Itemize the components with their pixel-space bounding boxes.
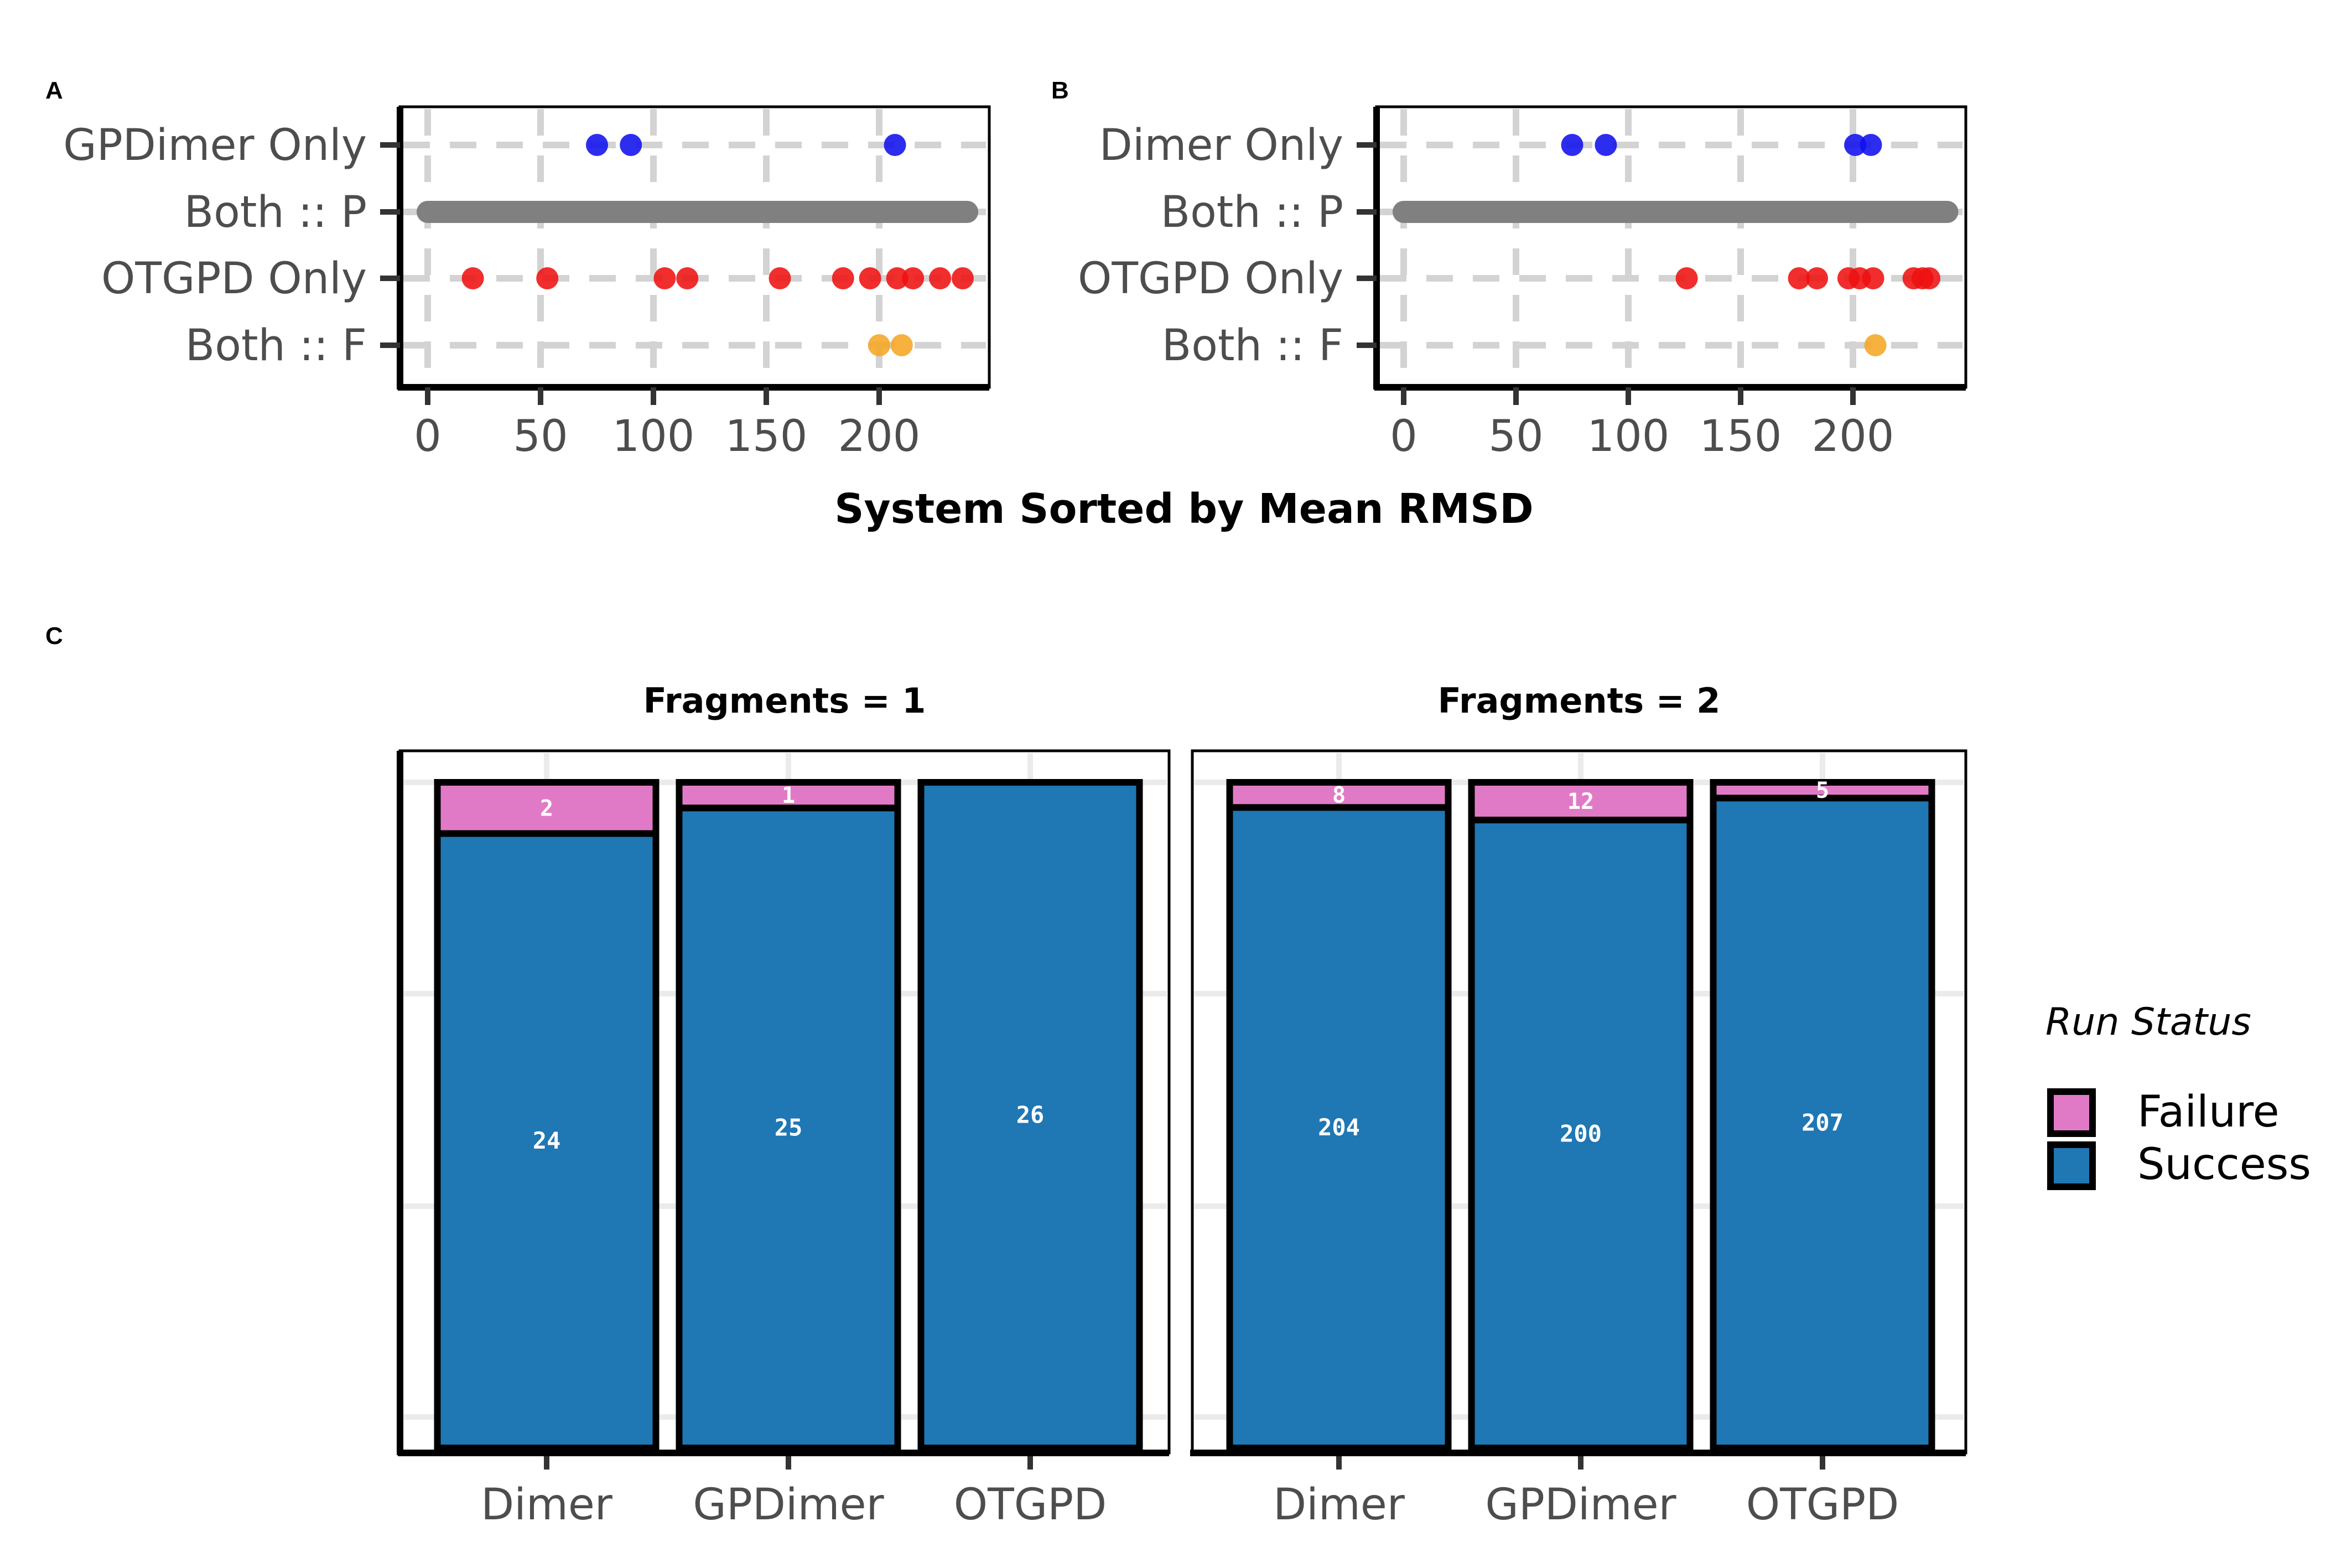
bar-segment-failure: [1710, 779, 1935, 802]
panel-a-data-point: [886, 267, 908, 289]
panel-a-data-point: [832, 267, 854, 289]
panel-a-x-tick-label: 150: [725, 412, 808, 461]
facet-1-x-tick-label: Dimer: [481, 1480, 613, 1530]
panel-a-x-tick-label: 100: [612, 412, 695, 461]
legend: Run Status Failure Success: [2045, 1000, 2311, 1190]
panel-b-data-point: [1844, 134, 1867, 156]
panel-a-data-point: [461, 267, 484, 289]
bar-segment-success: [1710, 795, 1935, 1451]
bar-label-failure: 5: [1816, 778, 1829, 803]
panel-b-x-tick-label: 50: [1488, 412, 1543, 461]
facet-2-x-tick-label: GPDimer: [1485, 1480, 1676, 1530]
bar-segment-failure: [1468, 779, 1694, 824]
panel-b-data-point: [1561, 134, 1583, 156]
facet-1-x-tick-label: OTGPD: [954, 1480, 1107, 1530]
panel-b-x-tick-label: 100: [1587, 412, 1670, 461]
bar-label-success: 24: [533, 1127, 561, 1154]
panel-b-data-point: [1806, 267, 1829, 289]
panel-b-x-tick-label: 150: [1700, 412, 1782, 461]
legend-swatch-failure: [2047, 1088, 2096, 1137]
panel-a-data-point: [884, 134, 906, 156]
panel-a-data-point: [929, 267, 952, 289]
panel-c-stacked-bars: Fragments = 1224Dimer125GPDimer26OTGPDFr…: [397, 681, 1967, 1530]
legend-label-failure: Failure: [2137, 1087, 2280, 1137]
bar-segment-failure: [1226, 779, 1452, 811]
facet-2-x-tick-label: Dimer: [1273, 1480, 1405, 1530]
panel-a-x-tick-label: 200: [838, 412, 921, 461]
bar-label-failure: 8: [1332, 783, 1346, 808]
panel-b-y-tick-label: Both :: F: [1162, 321, 1343, 371]
panel-a-data-point: [676, 267, 699, 289]
legend-title: Run Status: [2045, 1000, 2251, 1044]
bar-label-success: 25: [775, 1114, 803, 1141]
panel-b-data-point: [1788, 267, 1810, 289]
legend-label-success: Success: [2137, 1140, 2311, 1190]
panel-b-y-tick-label: OTGPD Only: [1078, 254, 1343, 304]
panel-b-data-point: [1595, 134, 1617, 156]
panel-a-data-point: [769, 267, 791, 289]
panel-a-data-point: [620, 134, 642, 156]
panel-a-y-tick-label: OTGPD Only: [101, 254, 367, 304]
panel-label-b: B: [1051, 77, 1069, 104]
panel-a-y-tick-label: Both :: P: [184, 188, 367, 237]
panel-label-a: A: [45, 77, 63, 104]
bar-label-failure: 12: [1567, 789, 1594, 814]
panel-b-data-point: [1860, 134, 1882, 156]
bar-label-failure: 2: [540, 796, 553, 821]
bar-label-success: 200: [1560, 1120, 1602, 1148]
panel-b-y-tick-label: Dimer Only: [1099, 121, 1343, 170]
panel-b-data-point: [1918, 267, 1941, 289]
shared-x-axis-label: System Sorted by Mean RMSD: [834, 485, 1533, 533]
panel-a-data-point: [890, 334, 913, 356]
bar-segment-success: [434, 830, 660, 1451]
panel-b-y-tick-label: Both :: P: [1161, 188, 1343, 237]
panel-a-data-point: [902, 267, 925, 289]
panel-b-data-point: [1675, 267, 1698, 289]
facet-1-x-tick-label: GPDimer: [693, 1480, 884, 1530]
facet-2-strip-title: Fragments = 2: [1438, 681, 1721, 721]
panel-label-c: C: [45, 622, 63, 650]
facet-1-strip-title: Fragments = 1: [643, 681, 926, 721]
panel-a-data-point: [536, 267, 559, 289]
panel-a-data-point: [653, 267, 676, 289]
legend-swatch-success: [2047, 1141, 2096, 1190]
bar-segment-failure: [676, 779, 901, 812]
bar-label-success: 204: [1318, 1114, 1360, 1141]
panel-b-x-tick-label: 200: [1812, 412, 1894, 461]
bar-label-success: 207: [1801, 1109, 1844, 1136]
panel-a-x-tick-label: 50: [513, 412, 568, 461]
bar-segment-failure: [434, 779, 660, 837]
panel-a-y-tick-label: Both :: F: [185, 321, 367, 371]
panel-a-y-tick-label: GPDimer Only: [63, 121, 367, 170]
bar-segment-success: [1226, 804, 1452, 1451]
panel-a-x-tick-label: 0: [414, 412, 442, 461]
bar-label-failure: 1: [782, 783, 795, 808]
panel-a-data-point: [859, 267, 881, 289]
bar-label-success: 26: [1016, 1102, 1045, 1129]
panel-a-data-point: [868, 334, 890, 356]
bar-segment-success: [676, 804, 901, 1451]
panel-b-data-point: [1864, 334, 1887, 356]
panel-a-data-point: [586, 134, 608, 156]
bar-segment-success: [917, 779, 1143, 1451]
panel-a-data-point: [951, 267, 974, 289]
panel-b-x-tick-label: 0: [1390, 412, 1418, 461]
panel-b-data-point: [1862, 267, 1884, 289]
facet-2-x-tick-label: OTGPD: [1746, 1480, 1899, 1530]
bar-segment-success: [1468, 817, 1694, 1451]
